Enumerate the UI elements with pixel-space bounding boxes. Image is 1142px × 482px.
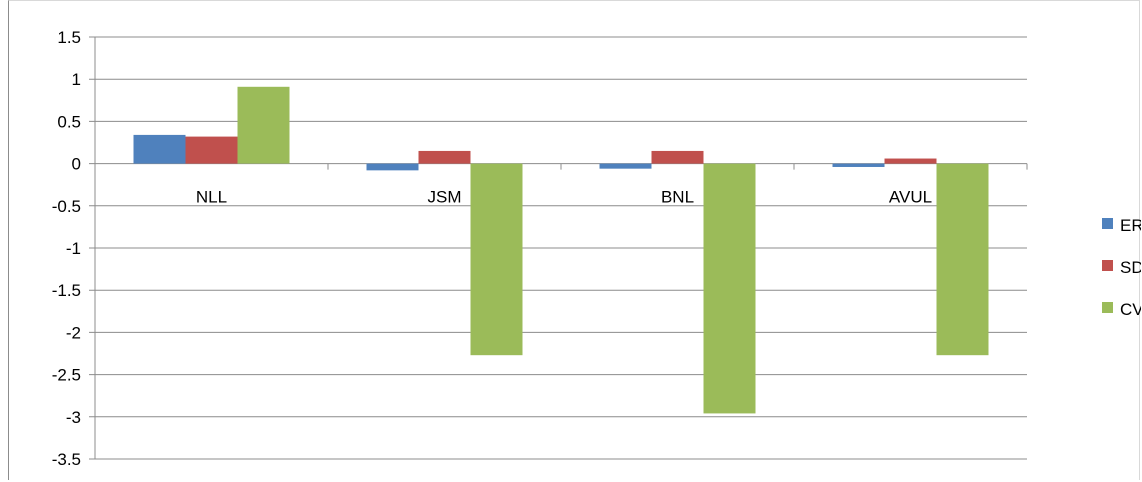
y-tick-label: 1 xyxy=(72,70,81,89)
legend-swatch-er xyxy=(1102,218,1113,229)
legend-label-er: ER xyxy=(1120,216,1141,235)
x-tick-labels: NLL JSM BNL AVUL xyxy=(196,188,932,207)
legend-swatch-cv xyxy=(1102,302,1113,313)
bar-er-avul xyxy=(832,163,885,167)
gridlines xyxy=(89,36,1027,460)
x-tick-label: JSM xyxy=(428,188,462,207)
bars xyxy=(133,86,989,414)
bar-er-nll xyxy=(133,134,186,164)
bar-er-bnl xyxy=(599,163,652,169)
bar-chart: 1.5 1 0.5 0 -0.5 -1 -1.5 -2 -2.5 -3 -3.5 NLL JSM BNL… xyxy=(52,28,1141,469)
legend: ER SD CV xyxy=(1102,216,1141,319)
bar-sd-avul xyxy=(884,158,937,164)
y-tick-labels: 1.5 1 0.5 0 -0.5 -1 -1.5 -2 -2.5 -3 -3.5 xyxy=(52,28,81,469)
y-tick-label: -3 xyxy=(66,408,81,427)
bar-er-jsm xyxy=(366,163,419,171)
axes xyxy=(94,37,1028,459)
x-tick-label: AVUL xyxy=(889,188,932,207)
y-tick-label: -1 xyxy=(66,239,81,258)
y-tick-label: 0 xyxy=(72,155,81,174)
bar-sd-bnl xyxy=(651,150,704,164)
y-tick-label: -2.5 xyxy=(52,366,81,385)
x-tick-label: BNL xyxy=(661,188,694,207)
y-tick-label: 0.5 xyxy=(57,112,81,131)
bar-sd-nll xyxy=(185,136,238,164)
y-tick-label: -3.5 xyxy=(52,450,81,469)
y-tick-label: 1.5 xyxy=(57,28,81,47)
x-tick-label: NLL xyxy=(196,188,227,207)
legend-label-cv: CV xyxy=(1120,300,1141,319)
legend-swatch-sd xyxy=(1102,260,1113,271)
bar-cv-avul xyxy=(936,163,989,356)
y-tick-label: -2 xyxy=(66,323,81,342)
bar-cv-bnl xyxy=(703,163,756,414)
bar-cv-nll xyxy=(237,86,290,164)
chart-frame: 1.5 1 0.5 0 -0.5 -1 -1.5 -2 -2.5 -3 -3.5 NLL JSM BNL… xyxy=(8,0,1141,480)
legend-label-sd: SD xyxy=(1120,258,1141,277)
bar-cv-jsm xyxy=(470,163,523,356)
bar-sd-jsm xyxy=(418,150,471,164)
y-tick-label: -1.5 xyxy=(52,281,81,300)
y-tick-label: -0.5 xyxy=(52,197,81,216)
